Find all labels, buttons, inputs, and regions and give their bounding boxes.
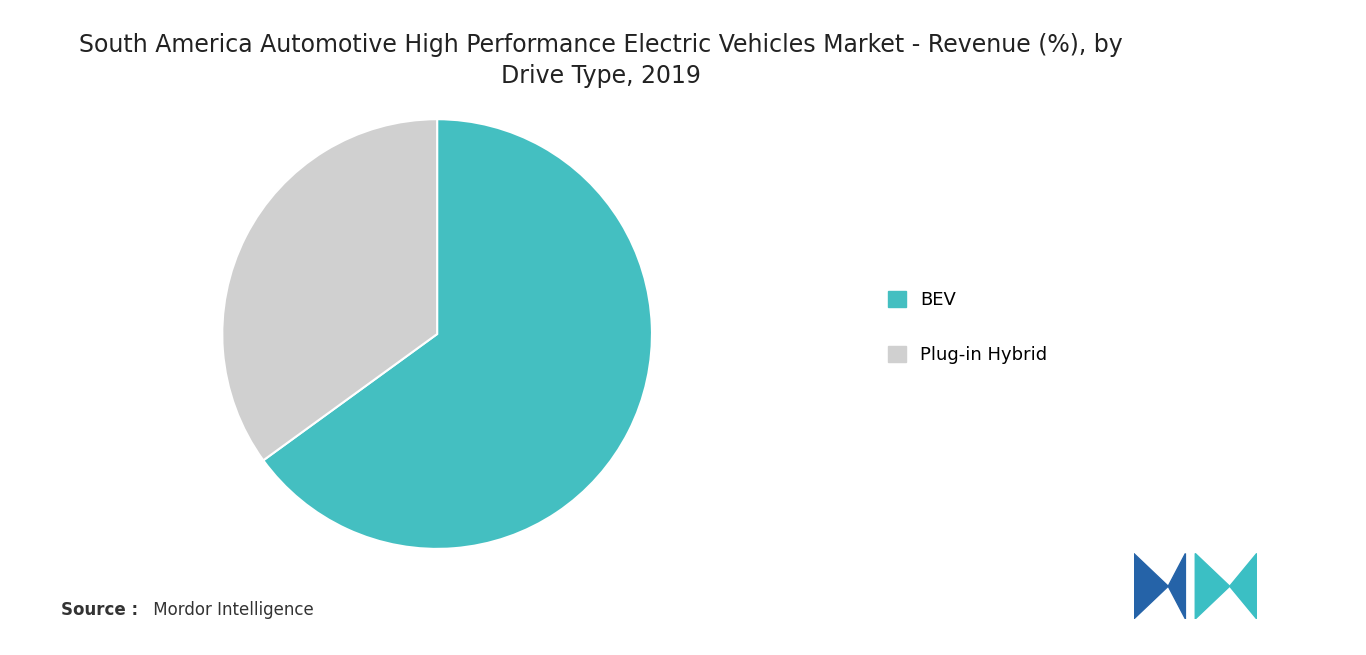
Legend: BEV, Plug-in Hybrid: BEV, Plug-in Hybrid — [870, 273, 1065, 382]
Polygon shape — [1168, 553, 1186, 619]
Polygon shape — [1134, 553, 1168, 619]
Wedge shape — [264, 119, 652, 549]
Text: Source :: Source : — [61, 601, 138, 619]
Polygon shape — [1229, 553, 1257, 619]
Wedge shape — [223, 119, 437, 460]
Text: Mordor Intelligence: Mordor Intelligence — [148, 601, 313, 619]
Text: South America Automotive High Performance Electric Vehicles Market - Revenue (%): South America Automotive High Performanc… — [79, 33, 1123, 88]
Polygon shape — [1195, 553, 1229, 619]
